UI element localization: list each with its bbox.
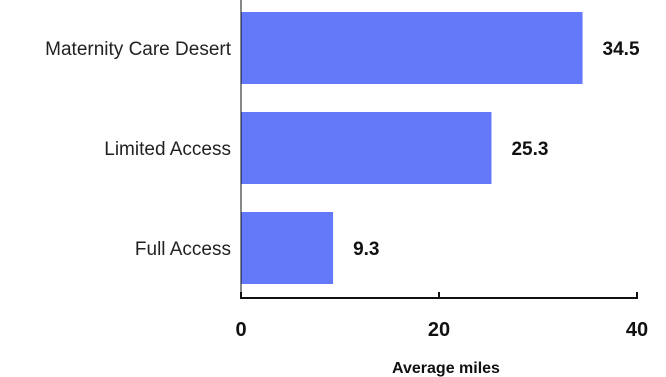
data-label-1: 25.3 xyxy=(511,139,548,160)
bar-0 xyxy=(241,12,583,84)
x-tick-label-2: 40 xyxy=(626,319,648,341)
category-label-0: Maternity Care Desert xyxy=(45,39,232,60)
bars-group xyxy=(241,12,583,284)
data-label-2: 9.3 xyxy=(353,239,379,260)
category-label-1: Limited Access xyxy=(104,139,231,160)
bar-2 xyxy=(241,212,334,284)
category-label-2: Full Access xyxy=(135,239,231,260)
x-tick-label-1: 20 xyxy=(428,319,450,341)
data-labels-group: 34.5 25.3 9.3 xyxy=(353,39,640,260)
x-ticks-group: 0 20 40 xyxy=(235,292,648,341)
bar-1 xyxy=(241,112,492,184)
x-tick-label-0: 0 xyxy=(235,319,246,341)
category-labels-group: Maternity Care Desert Limited Access Full … xyxy=(45,39,232,260)
data-label-0: 34.5 xyxy=(603,39,640,60)
x-axis-title: Average miles xyxy=(392,360,500,377)
